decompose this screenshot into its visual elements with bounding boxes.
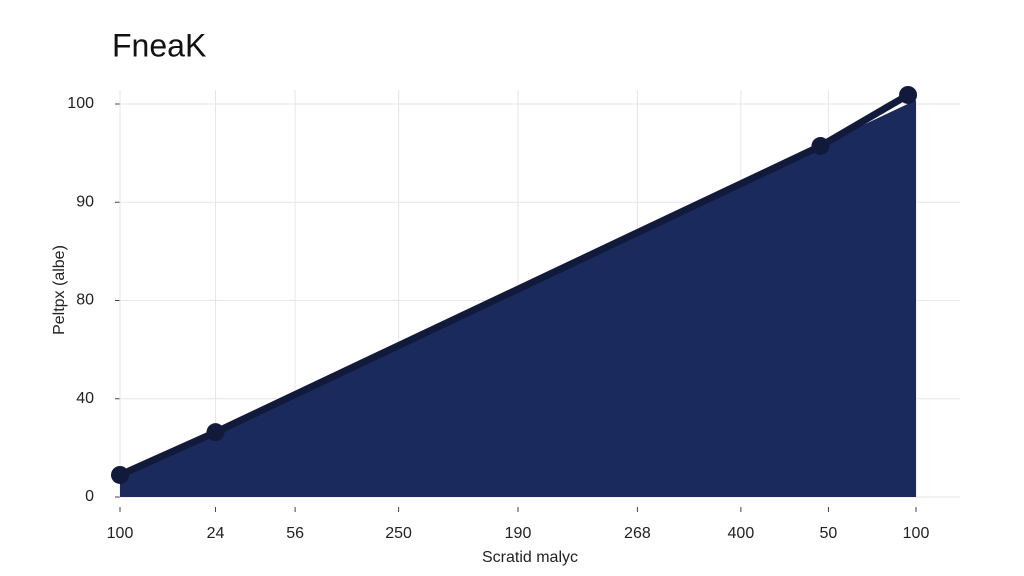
y-tick-label: 40: [76, 390, 94, 407]
x-tick-label: 100: [903, 525, 930, 542]
y-axis-label: Peltpx (albe): [51, 245, 68, 335]
y-tick-label: 90: [76, 193, 94, 210]
x-tick-label: 190: [505, 525, 532, 542]
x-tick-label: 24: [207, 525, 225, 542]
line: [116, 91, 912, 479]
x-axis-label: Scratid malyc: [482, 549, 578, 566]
x-tick-label: 250: [385, 525, 412, 542]
point: [206, 423, 225, 442]
x-tick-label: 268: [624, 525, 651, 542]
y-tick-label: 0: [85, 488, 94, 505]
area: [120, 100, 916, 497]
point: [899, 85, 918, 104]
y-tick-label: 100: [67, 95, 94, 112]
point: [111, 465, 129, 484]
point: [811, 137, 830, 156]
x-tick-label: 56: [286, 525, 304, 542]
x-tick-label: 400: [728, 525, 755, 542]
x-tick-label: 100: [107, 525, 134, 542]
x-tick-label: 50: [820, 525, 838, 542]
y-tick-label: 80: [76, 292, 94, 309]
chart-title: FneaK: [112, 27, 206, 63]
